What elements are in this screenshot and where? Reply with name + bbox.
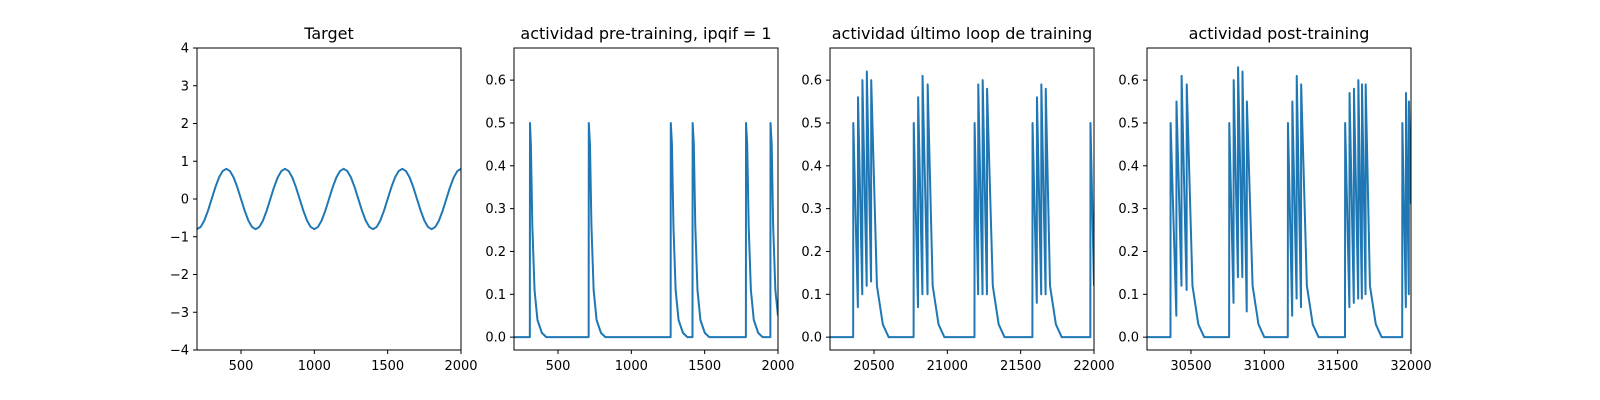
series-line-1 [514, 121, 778, 339]
chart-title: actividad último loop de training [832, 24, 1093, 43]
y-tick-label: 0.2 [801, 245, 822, 260]
y-tick-label: 0.0 [1118, 331, 1139, 346]
chart-panel-1: Target 500 1000 1500 2000 −4 −3 −2 −1 0 1 2 3 4 [170, 24, 478, 374]
x-tick-label: 21500 [1000, 359, 1041, 374]
x-tick-label: 1000 [615, 359, 648, 374]
y-tick-label: −1 [170, 230, 189, 245]
plot-frame [513, 47, 779, 351]
y-tick-label: 3 [181, 79, 189, 94]
y-tick-label: 0.1 [485, 288, 506, 303]
chart-title: actividad pre-training, ipqif = 1 [520, 24, 771, 43]
y-tick-label: 0.0 [801, 331, 822, 346]
y-tick-label: 0.3 [1118, 202, 1139, 217]
y-tick-label: 0.6 [1118, 74, 1139, 89]
x-tick-label: 1500 [688, 359, 721, 374]
y-tick-label: −2 [170, 268, 189, 283]
y-tick-label: 0.4 [485, 159, 506, 174]
x-tick-label: 500 [229, 359, 254, 374]
series-line-1 [197, 167, 461, 231]
y-tick-label: 0.5 [1118, 116, 1139, 131]
plot-frame [829, 47, 1095, 351]
x-tick-label: 31500 [1317, 359, 1358, 374]
y-tick-label: 0.3 [485, 202, 506, 217]
y-tick-label: 0.4 [1118, 159, 1139, 174]
x-tick-label: 500 [546, 359, 571, 374]
y-tick-label: −3 [170, 306, 189, 321]
series-line-1 [830, 70, 1094, 339]
y-tick-label: 0.5 [485, 116, 506, 131]
x-tick-label: 31000 [1244, 359, 1285, 374]
y-tick-label: 0.3 [801, 202, 822, 217]
plot-frame [1146, 47, 1412, 351]
y-tick-label: −4 [170, 344, 189, 359]
y-tick-label: 0.6 [485, 74, 506, 89]
y-tick-label: 1 [181, 155, 189, 170]
y-tick-label: 0.4 [801, 159, 822, 174]
x-tick-label: 21000 [927, 359, 968, 374]
chart-title: Target [303, 24, 354, 43]
chart-panel-2: actividad pre-training, ipqif = 1 500 1000… [485, 24, 794, 374]
x-tick-label: 2000 [761, 359, 794, 374]
y-tick-label: 0.0 [485, 331, 506, 346]
y-tick-label: 0.1 [801, 288, 822, 303]
x-tick-label: 30500 [1170, 359, 1211, 374]
series-line-1 [1147, 66, 1411, 339]
y-tick-label: 0.6 [801, 74, 822, 89]
y-tick-label: 0.2 [1118, 245, 1139, 260]
y-tick-label: 2 [181, 117, 189, 132]
x-tick-label: 32000 [1390, 359, 1431, 374]
chart-panel-3: actividad último loop de training 20500 21… [801, 24, 1114, 374]
chart-panel-4: actividad post-training 30500 31000 31500 32… [1118, 24, 1431, 374]
x-tick-label: 1000 [298, 359, 331, 374]
y-tick-label: 0.5 [801, 116, 822, 131]
x-tick-label: 20500 [853, 359, 894, 374]
x-tick-label: 2000 [444, 359, 477, 374]
y-tick-label: 0.2 [485, 245, 506, 260]
y-tick-label: 0 [181, 193, 189, 208]
chart-title: actividad post-training [1189, 24, 1370, 43]
y-tick-label: 0.1 [1118, 288, 1139, 303]
x-tick-label: 1500 [371, 359, 404, 374]
y-tick-label: 4 [181, 42, 189, 57]
x-tick-label: 22000 [1073, 359, 1114, 374]
